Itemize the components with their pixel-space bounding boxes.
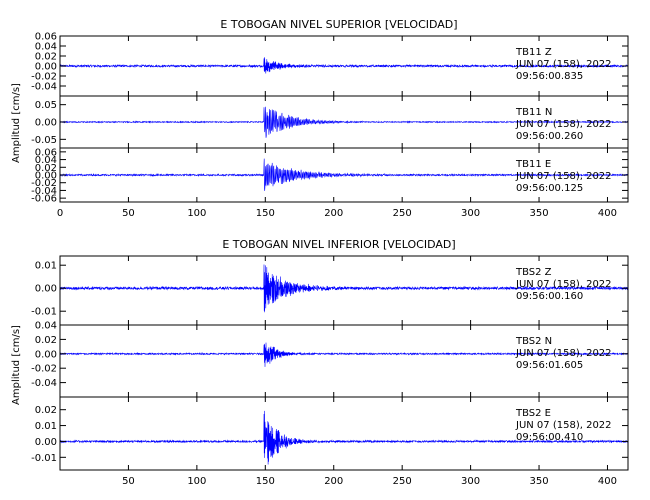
- y-tick-label: 0.04: [35, 42, 57, 53]
- y-tick-label: 0.00: [35, 349, 57, 360]
- y-tick-label: 0.02: [35, 335, 57, 346]
- figure-superior: E TOBOGAN NIVEL SUPERIOR [VELOCIDAD] Amp…: [11, 18, 629, 219]
- x-tick-label: 200: [324, 476, 343, 487]
- date-label: JUN 07 (158), 2022: [515, 171, 612, 182]
- y-tick-label: 0.00: [35, 171, 57, 182]
- y-tick-label: 0.04: [35, 321, 57, 332]
- waveform-tbs2-e: [60, 410, 628, 465]
- y-tick-label: 0.00: [35, 118, 57, 129]
- x-tick-label: 250: [393, 476, 412, 487]
- y-tick-label: -0.02: [31, 178, 57, 189]
- panel-tb11-e: 0.060.040.020.00-0.02-0.04-0.06 TB11 EJUN…: [31, 147, 629, 205]
- y-tick-label: 0.01: [35, 421, 57, 432]
- y-tick-label: 0.01: [35, 261, 57, 272]
- y-axis-label-superior: Amplitud [cm/s]: [11, 83, 22, 163]
- x-tick-label: 300: [461, 476, 480, 487]
- x-tick-label: 400: [598, 208, 617, 219]
- x-tick-label: 100: [187, 476, 206, 487]
- date-label: JUN 07 (158), 2022: [515, 420, 612, 431]
- y-tick-label: 0.05: [35, 100, 57, 111]
- x-tick-label: 0: [57, 208, 63, 219]
- waveform-tbs2-z: [60, 264, 628, 313]
- time-label: 09:56:00.160: [516, 291, 583, 302]
- station-label: TB11 N: [515, 107, 552, 118]
- x-tick-label: 200: [324, 208, 343, 219]
- figure-title-inferior: E TOBOGAN NIVEL INFERIOR [VELOCIDAD]: [222, 238, 455, 251]
- x-tick-label: 100: [187, 208, 206, 219]
- x-tick-label: 150: [256, 208, 275, 219]
- time-label: 09:56:00.260: [516, 131, 583, 142]
- y-axis-label-inferior: Amplitud [cm/s]: [11, 325, 22, 405]
- y-tick-label: -0.02: [31, 72, 57, 83]
- y-tick-label: 0.02: [35, 405, 57, 416]
- y-tick-label: 0.02: [35, 163, 57, 174]
- y-tick-label: 0.00: [35, 437, 57, 448]
- waveform-tb11-z: [60, 57, 628, 74]
- x-tick-label: 300: [461, 208, 480, 219]
- date-label: JUN 07 (158), 2022: [515, 279, 612, 290]
- date-label: JUN 07 (158), 2022: [515, 119, 612, 130]
- y-tick-label: -0.01: [31, 453, 57, 464]
- x-tick-label: 50: [122, 476, 135, 487]
- date-label: JUN 07 (158), 2022: [515, 59, 612, 70]
- date-label: JUN 07 (158), 2022: [515, 348, 612, 359]
- waveform-tb11-n: [60, 106, 628, 138]
- x-tick-label: 250: [393, 208, 412, 219]
- y-tick-label: 0.02: [35, 52, 57, 63]
- time-label: 09:56:00.125: [516, 183, 583, 194]
- y-tick-label: -0.04: [31, 378, 57, 389]
- y-tick-label: 0.06: [35, 32, 57, 43]
- panel-frame: [59, 396, 629, 471]
- figure-title-superior: E TOBOGAN NIVEL SUPERIOR [VELOCIDAD]: [220, 18, 457, 31]
- y-tick-label: 0.00: [35, 284, 57, 295]
- waveform-tb11-e: [60, 158, 628, 191]
- time-label: 09:56:00.835: [516, 71, 583, 82]
- station-label: TBS2 N: [515, 336, 552, 347]
- y-tick-label: -0.04: [31, 186, 57, 197]
- y-tick-label: -0.05: [31, 135, 57, 146]
- y-tick-label: 0.06: [35, 147, 57, 158]
- station-label: TB11 E: [515, 159, 551, 170]
- y-tick-label: -0.04: [31, 82, 57, 93]
- x-tick-label: 50: [122, 208, 135, 219]
- y-tick-label: 0.00: [35, 62, 57, 73]
- waveform-tbs2-n: [60, 342, 628, 367]
- x-tick-label: 350: [529, 476, 548, 487]
- time-label: 09:56:00.410: [516, 432, 583, 443]
- x-tick-label: 150: [256, 476, 275, 487]
- x-tick-label: 400: [598, 476, 617, 487]
- time-label: 09:56:01.605: [516, 360, 583, 371]
- y-tick-label: -0.06: [31, 194, 57, 205]
- y-tick-label: -0.02: [31, 364, 57, 375]
- figure-inferior: E TOBOGAN NIVEL INFERIOR [VELOCIDAD] Amp…: [11, 238, 629, 487]
- y-tick-label: -0.01: [31, 307, 57, 318]
- station-label: TB11 Z: [515, 47, 552, 58]
- x-tick-label: 350: [529, 208, 548, 219]
- y-tick-label: 0.04: [35, 155, 57, 166]
- station-label: TBS2 Z: [515, 267, 552, 278]
- station-label: TBS2 E: [515, 408, 551, 419]
